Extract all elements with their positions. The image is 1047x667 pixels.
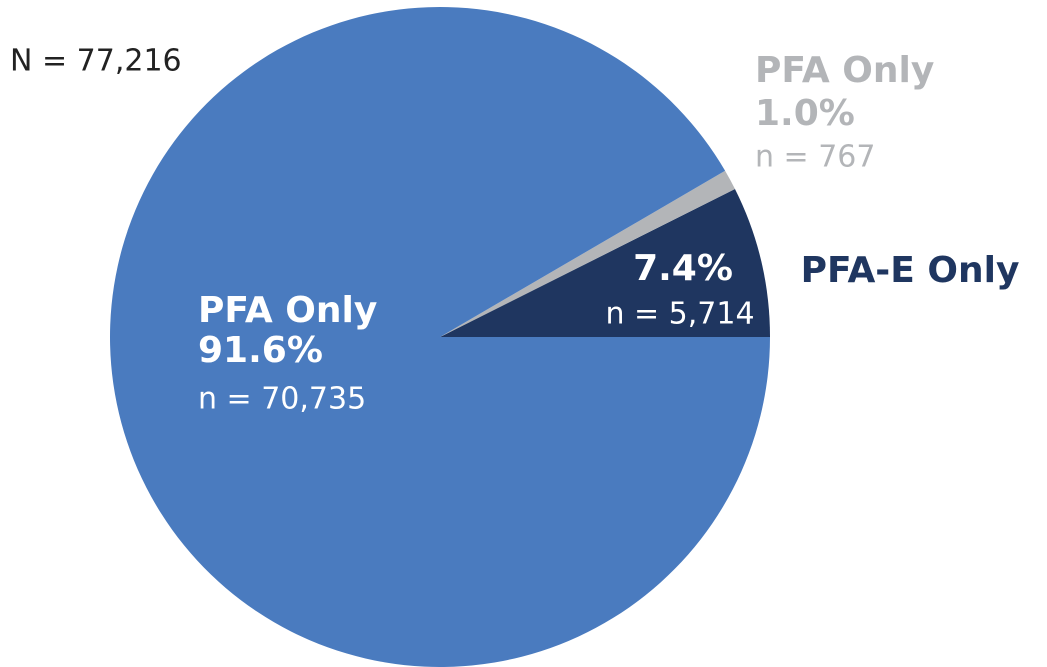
slice-name: PFA-E Only bbox=[801, 250, 1020, 291]
slice-name: PFA Only bbox=[755, 50, 934, 91]
slice-value-label: 91.6% bbox=[198, 330, 323, 371]
pie-slice bbox=[440, 189, 770, 337]
pie-slice bbox=[110, 7, 770, 667]
slice-sample-label: n = 5,714 bbox=[605, 297, 754, 332]
pie-slice bbox=[440, 170, 735, 337]
total-annotation: N = 77,216 bbox=[10, 44, 182, 79]
slice-sample-label: n = 70,735 bbox=[198, 382, 366, 417]
slice-name: PFA Only bbox=[198, 290, 377, 331]
slice-value-label: 1.0% bbox=[755, 93, 855, 134]
slice-value-label: 7.4% bbox=[633, 248, 733, 289]
slice-sample-label: n = 767 bbox=[755, 140, 875, 175]
